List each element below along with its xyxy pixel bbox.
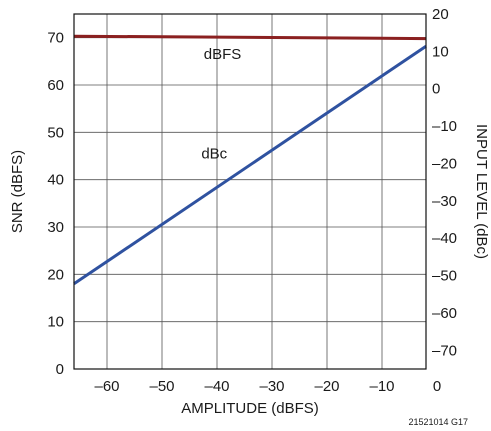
y-tick-label: 50 [47,124,64,141]
y2-tick-label: –70 [432,342,457,359]
y2-tick-label: –30 [432,193,457,210]
x-tick-label: 0 [433,378,441,395]
x-tick-label: –20 [314,378,339,395]
x-axis-label: AMPLITUDE (dBFS) [181,400,319,417]
y-tick-label: 60 [47,77,64,94]
y-axis-label: SNR (dBFS) [9,150,26,233]
x-tick-labels: –60 –50 –40 –30 –20 –10 0 [94,378,441,395]
y2-tick-labels: 20 10 0 –10 –20 –30 –40 –50 –60 –70 [432,6,457,359]
y-tick-label: 20 [47,266,64,283]
grid [74,14,426,369]
series-annotation: dBc [201,145,227,162]
series-line-dbfs [73,34,427,41]
x-tick-label: –50 [149,378,174,395]
y2-axis-label: INPUT LEVEL (dBc) [473,124,490,259]
y2-tick-label: –40 [432,230,457,247]
y2-tick-label: 10 [432,43,449,60]
y2-tick-label: –50 [432,268,457,285]
y-tick-label: 70 [47,30,64,47]
series-lines [73,34,427,286]
y-tick-label: 30 [47,219,64,236]
x-tick-label: –30 [259,378,284,395]
y2-tick-label: –60 [432,305,457,322]
plot-frame [73,13,427,370]
x-tick-label: –60 [94,378,119,395]
y2-tick-label: 20 [432,6,449,23]
y-tick-label: 0 [56,361,64,378]
series-annotations: dBFS dBc [201,46,241,162]
series-line-dbc [73,44,427,286]
y-tick-label: 40 [47,172,64,189]
figure-code: 21521014 G17 [408,417,468,427]
x-tick-label: –40 [204,378,229,395]
y2-tick-label: 0 [432,81,440,98]
y2-tick-label: –20 [432,155,457,172]
y-tick-label: 10 [47,314,64,331]
x-tick-label: –10 [369,378,394,395]
series-annotation: dBFS [204,46,242,63]
y2-tick-label: –10 [432,118,457,135]
y-tick-labels: 0 10 20 30 40 50 60 70 [47,30,64,378]
